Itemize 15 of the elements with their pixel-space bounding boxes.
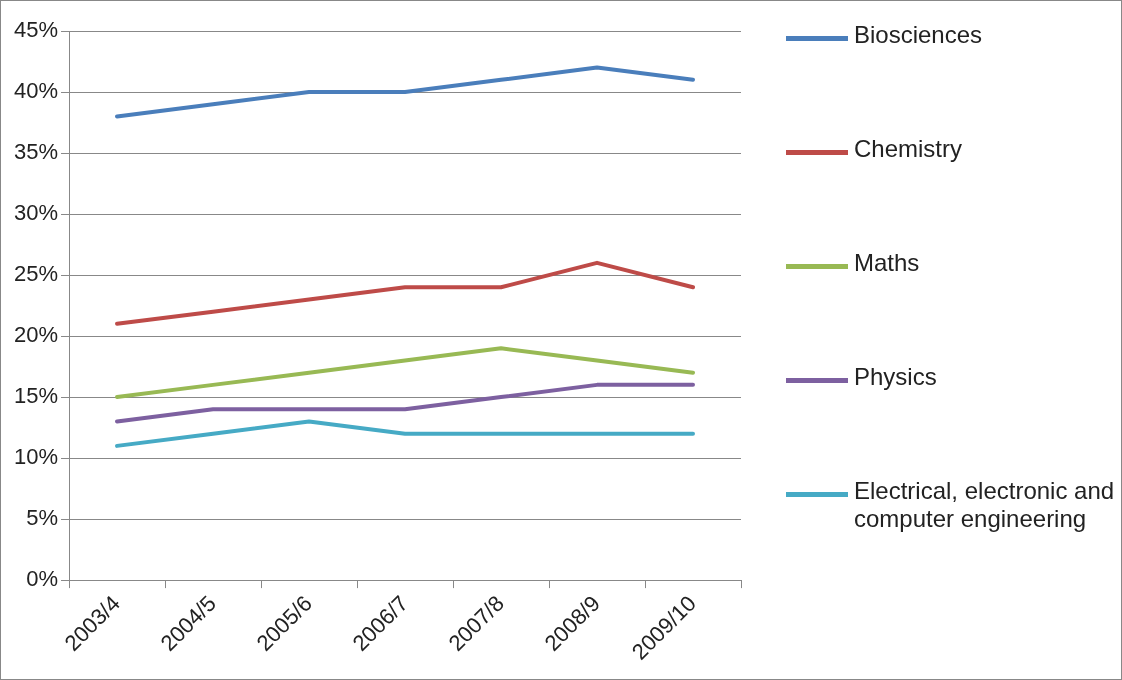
y-tick-label: 0%	[26, 566, 59, 592]
y-tick-label: 35%	[13, 139, 59, 165]
y-tick-label: 10%	[13, 444, 59, 470]
legend-label: Electrical, electronic and computer engineering	[854, 477, 1116, 533]
y-tick-label: 30%	[13, 200, 59, 226]
y-tick-label: 45%	[13, 17, 59, 43]
legend-label: Physics	[854, 363, 937, 391]
legend-label: Biosciences	[854, 21, 983, 49]
y-tick-label: 20%	[13, 322, 59, 348]
y-tick-label: 25%	[13, 261, 59, 287]
y-tick-label: 5%	[26, 505, 59, 531]
legend-label: Maths	[854, 249, 920, 277]
y-tick-label: 40%	[13, 78, 59, 104]
legend-label: Chemistry	[854, 135, 963, 163]
y-tick-label: 15%	[13, 383, 59, 409]
